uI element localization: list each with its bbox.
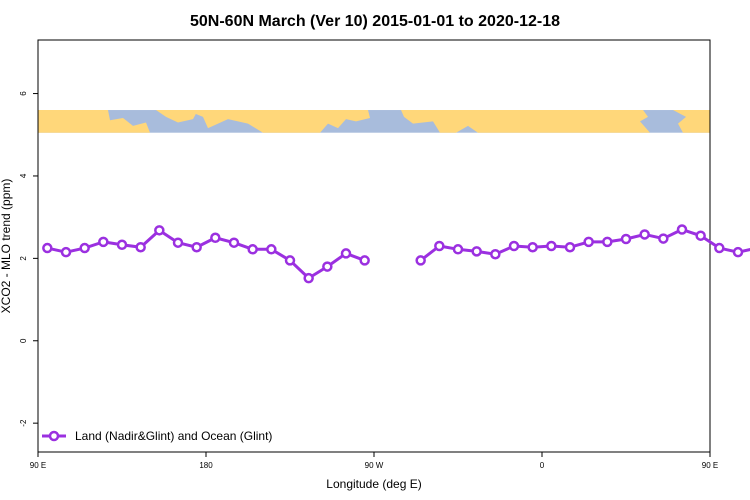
data-point — [564, 241, 576, 253]
data-point — [284, 255, 296, 266]
x-tick-label: 90 E — [702, 461, 718, 470]
data-point — [191, 241, 202, 253]
data-point — [434, 240, 445, 252]
data-point — [266, 244, 277, 255]
data-point — [228, 237, 240, 248]
data-point — [620, 233, 632, 245]
data-point — [676, 224, 688, 235]
data-point — [322, 261, 333, 272]
map-strip — [38, 110, 710, 133]
data-point — [116, 239, 128, 251]
data-point — [695, 230, 706, 241]
map-land-3 — [401, 110, 650, 133]
data-point — [714, 242, 725, 254]
data-point — [602, 236, 613, 248]
x-axis-ticks: 90 E 180 90 W 0 90 E — [30, 452, 718, 470]
y-tick-label: 2 — [19, 256, 28, 261]
data-point — [639, 229, 650, 240]
data-point — [546, 240, 557, 252]
x-tick-label: 90 E — [30, 461, 46, 470]
y-axis-ticks: -2 0 2 4 6 — [19, 91, 38, 427]
data-point — [527, 241, 538, 253]
series-layer — [42, 224, 750, 284]
legend: Land (Nadir&Glint) and Ocean (Glint) — [42, 429, 272, 443]
data-point — [340, 248, 352, 259]
data-point — [42, 242, 53, 254]
y-tick-label: 6 — [19, 91, 28, 96]
y-axis-label: XCO2 - MLO trend (ppm) — [0, 179, 13, 314]
data-point — [79, 242, 90, 254]
data-point — [135, 241, 146, 253]
data-point — [154, 225, 165, 236]
chart-title: 50N-60N March (Ver 10) 2015-01-01 to 202… — [190, 13, 560, 30]
data-point — [60, 246, 72, 258]
data-point — [98, 236, 109, 248]
y-tick-label: 0 — [19, 338, 28, 343]
map-land-4 — [673, 110, 710, 133]
data-point — [359, 255, 370, 266]
data-point — [732, 246, 744, 258]
legend-marker — [48, 430, 60, 442]
map-land-1 — [156, 110, 198, 123]
legend-label: Land (Nadir&Glint) and Ocean (Glint) — [75, 429, 272, 443]
data-point — [247, 244, 258, 255]
data-point — [210, 232, 221, 244]
data-point — [415, 255, 426, 266]
x-tick-label: 0 — [540, 461, 545, 470]
data-point — [658, 233, 669, 244]
data-point — [583, 236, 594, 248]
data-point — [508, 240, 520, 252]
x-axis-label: Longitude (deg E) — [326, 477, 421, 491]
data-point — [490, 248, 501, 260]
data-point — [471, 246, 482, 257]
y-tick-label: -2 — [19, 419, 28, 427]
series-line — [47, 228, 366, 280]
x-tick-label: 90 W — [365, 461, 384, 470]
data-point — [172, 237, 184, 248]
map-land-0 — [38, 110, 150, 133]
data-point — [303, 272, 314, 284]
data-point — [452, 244, 464, 255]
map-land-2 — [186, 110, 370, 133]
y-tick-label: 4 — [19, 173, 28, 178]
x-tick-label: 180 — [199, 461, 213, 470]
